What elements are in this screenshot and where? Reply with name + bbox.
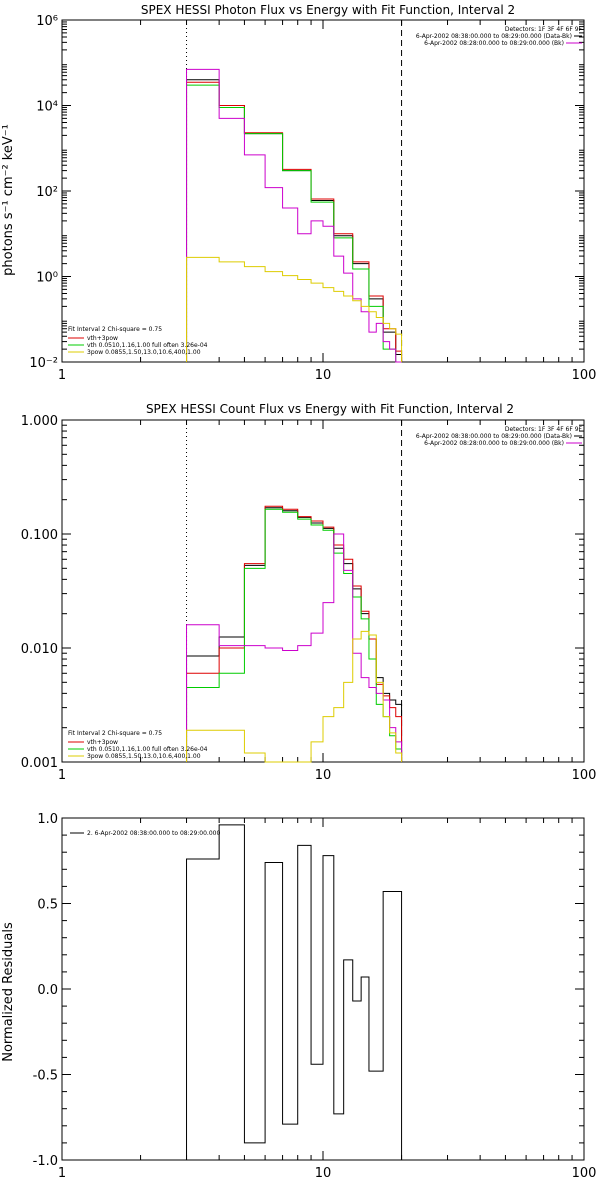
panel-1-legend-3pow: 3pow 0.0855,1.50,13.0,10.6,400,1.00: [87, 349, 201, 356]
panel-1-header: Detectors: 1F 3F 4F 6F 9F 6-Apr-2002 08:…: [416, 26, 583, 47]
panel-1-series-3-histogram: [186, 68, 402, 363]
panel-2-ytick-label: 1.000: [21, 414, 58, 429]
panel-1-detectors: Detectors: 1F 3F 4F 6F 9F: [505, 26, 583, 33]
panel-1-ytick-label: 10⁰: [36, 271, 58, 286]
panel-1-ytick-label: 10⁻²: [29, 356, 58, 371]
panel-2-bk-interval: 6-Apr-2002 08:28:00.000 to 08:29:00.000 …: [424, 440, 564, 447]
panel-1-ytick-label: 10⁴: [36, 100, 58, 115]
panel-2-xtick-label: 100: [572, 768, 597, 783]
panel-1-xtick-label: 10: [315, 368, 332, 383]
panel-1-legend-fit: Fit Interval 2 Chi-square = 0.75: [68, 326, 162, 333]
panel-3-legend-label: 2. 6-Apr-2002 08:38:00.000 to 08:29:00.0…: [87, 830, 220, 837]
panel-1-series-4-histogram: [186, 256, 403, 362]
panel-2-frame: [61, 419, 585, 763]
panel-2-ytick-label: 0.001: [21, 756, 58, 771]
panel-2-legend: Fit Interval 2 Chi-square = 0.75 vth+3po…: [68, 730, 208, 760]
panel-1-data-interval: 6-Apr-2002 08:38:00.000 to 08:29:00.000 …: [416, 33, 572, 40]
panel-2-xtick-label: 1: [58, 768, 66, 783]
panel-3-ytick-label: -0.5: [33, 1069, 58, 1084]
panel-1-frame: [61, 19, 585, 363]
panel-2-detectors: Detectors: 1F 3F 4F 6F 9F: [505, 426, 583, 433]
panel-3-residual-histogram: [186, 824, 403, 1160]
panel-2-series-3-histogram: [186, 533, 403, 762]
panel-2-xtick-label: 10: [315, 768, 332, 783]
panel-2-legend-vth: vth 0.0510,1.16,1.00 full often 3.26e-04: [87, 746, 208, 753]
panel-2-ytick-label: 0.010: [21, 642, 58, 657]
panel-1-ytick-label: 10⁶: [36, 14, 58, 29]
panel-2-series-0-histogram: [186, 507, 403, 762]
panel-3-ylabel: Normalized Residuals: [1, 922, 16, 1062]
panel-1-ylabel: photons s⁻¹ cm⁻² keV⁻¹: [1, 124, 16, 276]
panel-1-legend-vth: vth 0.0510,1.16,1.00 full often 3.26e-04: [87, 342, 208, 349]
panel-2-series-1-histogram: [186, 505, 403, 762]
panel-2-series-4-histogram: [186, 630, 403, 763]
panel-1-title: SPEX HESSI Photon Flux vs Energy with Fi…: [141, 3, 515, 17]
panel-2-legend-total: vth+3pow: [87, 739, 118, 746]
panel-2-header: Detectors: 1F 3F 4F 6F 9F 6-Apr-2002 08:…: [416, 426, 583, 447]
panel-1-bk-interval: 6-Apr-2002 08:28:00.000 to 08:29:00.000 …: [424, 40, 564, 47]
residuals-panel: Normalized Residuals 1 10 100 1.0 0.5 0.0 -0.5…: [1, 812, 596, 1181]
photon-flux-panel: SPEX HESSI Photon Flux vs Energy with Fi…: [1, 3, 596, 383]
panel-3-xtick-label: 100: [572, 1166, 597, 1181]
panel-2-title: SPEX HESSI Count Flux vs Energy with Fit…: [146, 402, 514, 416]
panel-1-ytick-label: 10²: [36, 185, 58, 200]
panel-3-ytick-label: 0.0: [37, 983, 58, 998]
panel-3-legend: 2. 6-Apr-2002 08:38:00.000 to 08:29:00.0…: [70, 830, 220, 837]
panel-1-xtick-label: 100: [572, 368, 597, 383]
panel-3-xtick-label: 1: [58, 1166, 66, 1181]
panel-2-legend-fit: Fit Interval 2 Chi-square = 0.75: [68, 730, 162, 737]
panel-3-ytick-label: -1.0: [33, 1154, 58, 1169]
panel-1-legend-total: vth+3pow: [87, 335, 118, 342]
panel-3-ytick-label: 0.5: [37, 898, 58, 913]
panel-2-data-interval: 6-Apr-2002 08:38:00.000 to 08:29:00.000 …: [416, 433, 572, 440]
panel-2-legend-3pow: 3pow 0.0855,1.50,13.0,10.6,400,1.00: [87, 753, 201, 760]
panel-3-ytick-label: 1.0: [37, 812, 58, 827]
panel-1-xtick-label: 1: [58, 368, 66, 383]
panel-3-xtick-label: 10: [315, 1166, 332, 1181]
panel-1-legend: Fit Interval 2 Chi-square = 0.75 vth+3po…: [68, 326, 208, 356]
count-flux-panel: SPEX HESSI Count Flux vs Energy with Fit…: [21, 402, 597, 783]
panel-2-ytick-label: 0.100: [21, 528, 58, 543]
